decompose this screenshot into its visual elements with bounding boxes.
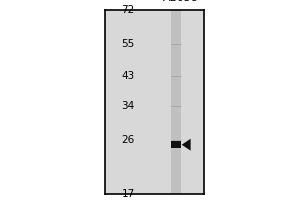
Text: 43: 43 — [122, 71, 135, 81]
Bar — [171, 141, 181, 148]
Text: A2058: A2058 — [163, 0, 199, 3]
Text: 17: 17 — [122, 189, 135, 199]
Text: 34: 34 — [122, 101, 135, 111]
Bar — [171, 10, 181, 194]
Text: 55: 55 — [122, 39, 135, 49]
Text: 26: 26 — [122, 135, 135, 145]
Polygon shape — [182, 139, 190, 151]
Text: 72: 72 — [122, 5, 135, 15]
